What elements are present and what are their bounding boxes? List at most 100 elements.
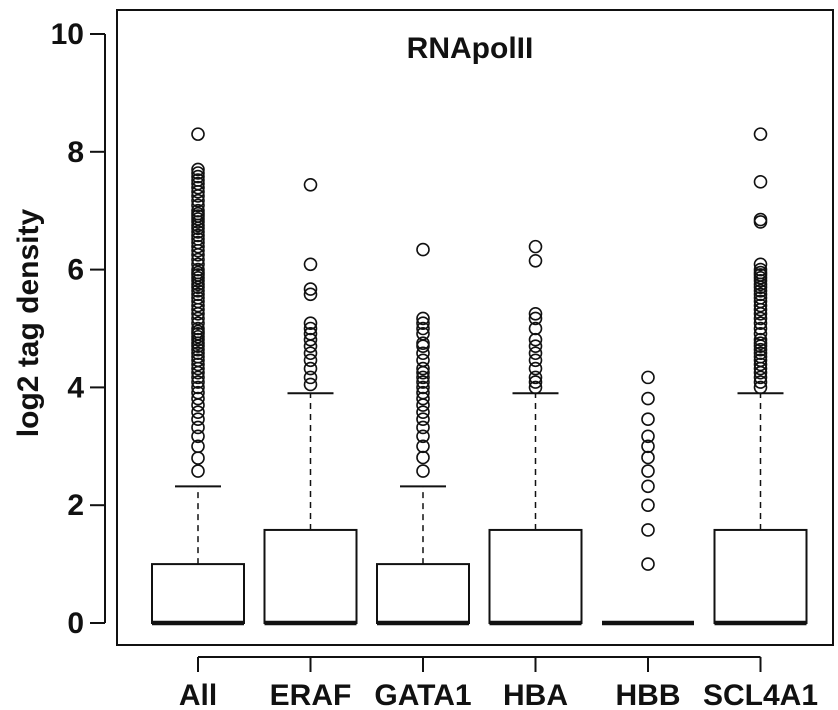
outlier-All-28: [191, 311, 205, 326]
outlier-All-32: [191, 294, 205, 309]
outlier-All-4: [191, 420, 205, 435]
y-tick-label-3: 6: [67, 254, 84, 287]
outlier-All-18: [191, 346, 205, 361]
outlier-HBA-6: [528, 339, 543, 353]
outlier-All-65: [191, 173, 205, 187]
outlier-ERAF-8: [303, 321, 318, 336]
outlier-All-51: [191, 225, 205, 239]
box-body-All: [151, 563, 245, 624]
box-body-HBA: [488, 528, 583, 624]
x-tick-label-0: All: [179, 679, 217, 710]
outlier-HBA-2: [528, 370, 543, 385]
outlier-HBB-3: [641, 479, 655, 494]
y-tick-label-0: 0: [67, 607, 84, 640]
x-tick-label-2: GATA1: [374, 679, 471, 710]
outlier-GATA1-20: [416, 321, 430, 336]
box-HBB: [602, 370, 694, 626]
box-HBA: [488, 239, 583, 626]
x-tick-label-4: HBB: [616, 679, 681, 710]
outlier-SCL4A1-22: [753, 287, 768, 302]
outlier-All-2: [191, 439, 205, 454]
outlier-SCL4A1-15: [753, 316, 768, 330]
y-axis-label: log2 tag density: [12, 209, 45, 438]
outlier-HBB-4: [641, 464, 655, 478]
outlier-HBB-2: [641, 498, 655, 513]
outlier-SCL4A1-2: [753, 370, 768, 385]
outlier-All-48: [191, 235, 205, 250]
plot-area: [116, 9, 834, 646]
outlier-All-68: [191, 162, 205, 177]
outlier-HBB-7: [641, 429, 655, 444]
outlier-HBA-7: [528, 332, 543, 347]
outlier-All-64: [191, 176, 205, 191]
box-All: [151, 127, 245, 626]
outlier-All-1: [191, 451, 205, 465]
outlier-ERAF-9: [303, 316, 318, 330]
outlier-GATA1-17: [416, 339, 430, 353]
outlier-SCL4A1-19: [753, 298, 768, 313]
outlier-GATA1-5: [416, 412, 430, 427]
outlier-All-17: [191, 349, 205, 364]
chart-title: RNApolII: [407, 32, 534, 65]
outlier-GATA1-4: [416, 420, 430, 435]
outlier-GATA1-19: [416, 327, 430, 341]
outlier-GATA1-23: [416, 242, 430, 257]
outlier-HBA-9: [528, 311, 543, 326]
outlier-SCL4A1-12: [753, 332, 768, 347]
outlier-SCL4A1-0: [753, 380, 768, 395]
outlier-All-26: [191, 321, 205, 336]
outlier-GATA1-16: [416, 346, 430, 361]
outlier-All-67: [191, 166, 205, 180]
outlier-GATA1-12: [416, 370, 430, 385]
plot-frame: [116, 9, 834, 646]
outlier-All-35: [191, 284, 205, 298]
outlier-All-15: [191, 357, 205, 372]
outlier-All-60: [191, 193, 205, 208]
outlier-GATA1-9: [416, 385, 430, 400]
box-ERAF: [263, 177, 358, 626]
outlier-All-44: [191, 252, 205, 267]
outlier-GATA1-6: [416, 405, 430, 419]
outlier-SCL4A1-6: [753, 353, 768, 368]
outlier-HBB-8: [641, 412, 655, 427]
outlier-SCL4A1-13: [753, 327, 768, 341]
outlier-SCL4A1-7: [753, 349, 768, 364]
outlier-All-47: [191, 239, 205, 254]
outlier-All-16: [191, 353, 205, 368]
outlier-ERAF-7: [303, 327, 318, 341]
x-tick-label-5: SCL4A1: [703, 679, 818, 710]
outlier-All-9: [191, 385, 205, 400]
outlier-HBA-3: [528, 361, 543, 376]
outlier-SCL4A1-11: [753, 336, 768, 351]
outlier-All-58: [191, 203, 205, 218]
outlier-ERAF-2: [303, 361, 318, 376]
box-SCL4A1: [713, 127, 808, 626]
outlier-GATA1-21: [416, 316, 430, 330]
outlier-HBA-1: [528, 375, 543, 389]
outlier-All-11: [191, 375, 205, 389]
outlier-All-42: [191, 262, 205, 277]
outlier-GATA1-15: [416, 353, 430, 368]
outlier-HBB-5: [641, 450, 655, 465]
outlier-SCL4A1-16: [753, 311, 768, 326]
box-body-SCL4A1: [713, 528, 808, 624]
outlier-ERAF-13: [303, 177, 318, 192]
outlier-All-69: [191, 127, 205, 141]
outlier-SCL4A1-33: [753, 212, 768, 227]
outlier-All-5: [191, 412, 205, 427]
y-tick-label-1: 2: [67, 489, 84, 522]
outlier-All-66: [191, 169, 205, 184]
outlier-All-43: [191, 257, 205, 272]
outlier-GATA1-11: [416, 375, 430, 389]
x-tick-label-3: HBA: [503, 679, 568, 710]
outlier-ERAF-10: [303, 287, 318, 302]
outlier-All-49: [191, 232, 205, 246]
outlier-SCL4A1-1: [753, 375, 768, 389]
box-body-GATA1: [376, 563, 470, 624]
outlier-All-50: [191, 228, 205, 243]
outlier-HBB-6: [641, 439, 655, 454]
box-body-ERAF: [263, 528, 358, 624]
outlier-HBA-10: [528, 306, 543, 321]
outlier-HBA-5: [528, 346, 543, 361]
